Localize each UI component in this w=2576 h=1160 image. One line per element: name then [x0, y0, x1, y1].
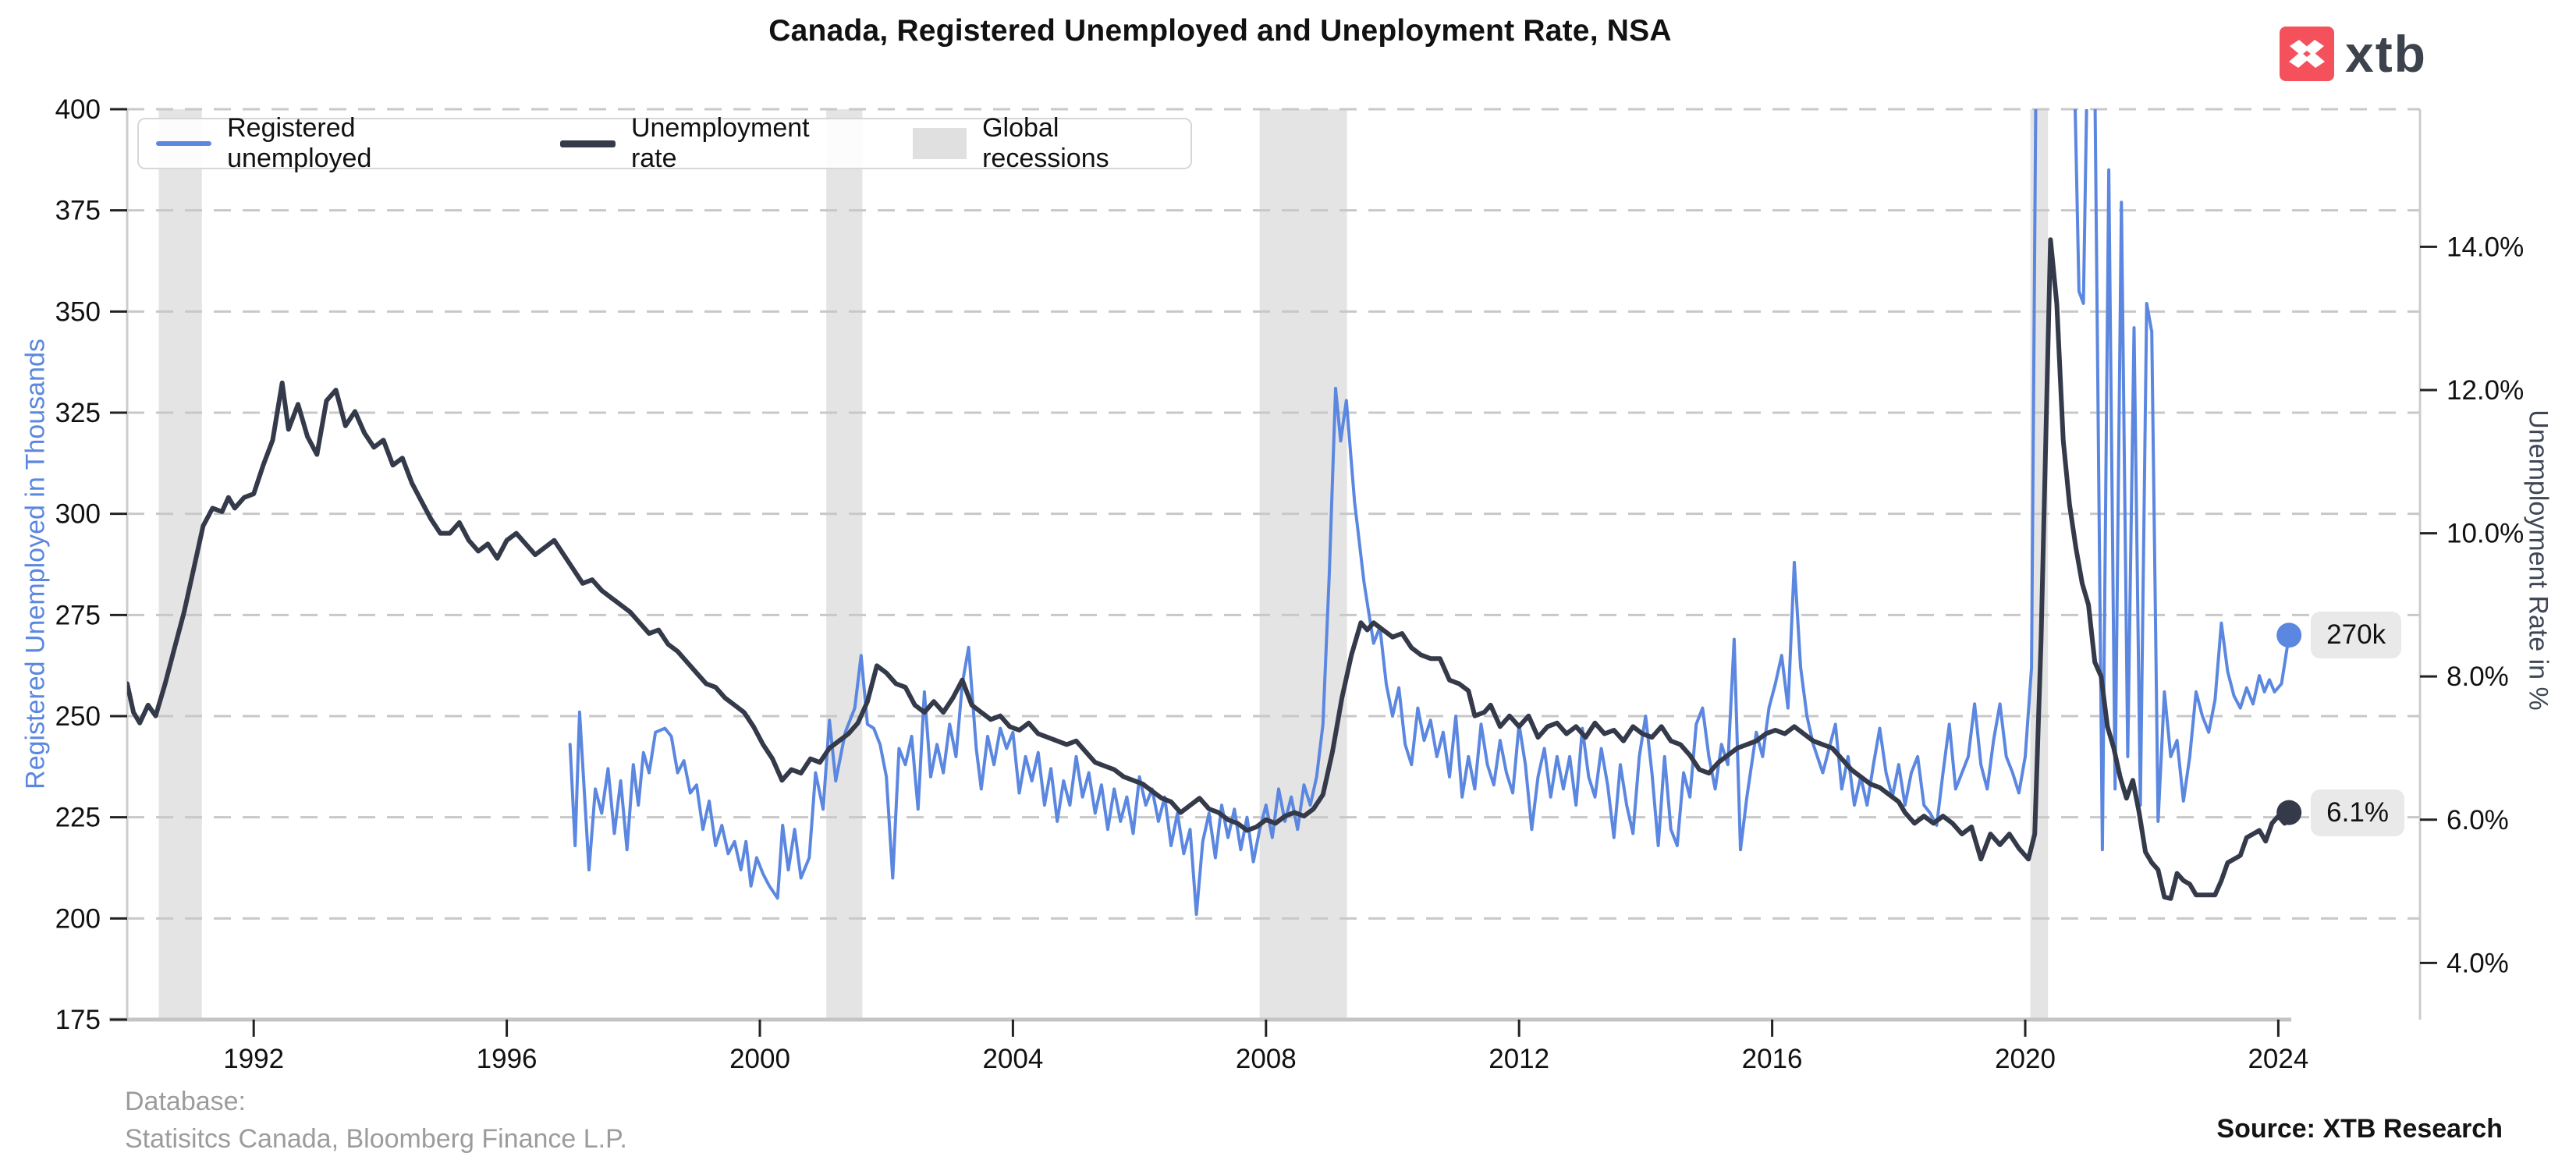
left-tick-label: 400 [55, 94, 101, 125]
right-tick-label: 14.0% [2446, 232, 2524, 262]
x-tick-label: 1996 [477, 1044, 538, 1074]
unemployment-rate-line [127, 237, 2292, 901]
x-tick-label: 1992 [223, 1044, 284, 1074]
legend-label: Unemployment rate [630, 113, 810, 173]
legend-item-global-recessions: Global recessions [912, 113, 1190, 174]
right-tick-label: 8.0% [2446, 662, 2509, 692]
left-tick-label: 175 [55, 1005, 101, 1035]
annotation-unemployment-rate: 6.1% [2311, 789, 2404, 836]
x-tick-label: 2016 [1742, 1044, 1803, 1074]
database-note: Database: Statisitcs Canada, Bloomberg F… [125, 1083, 627, 1158]
global-recessions-swatch-icon [912, 128, 967, 159]
left-tick-label: 325 [55, 398, 101, 428]
legend-label: Global recessions [982, 113, 1109, 173]
chart-legend: Registered unemployed Unemployment rate … [137, 113, 1192, 173]
right-tick-label: 10.0% [2446, 519, 2524, 549]
page-title: Canada, Registered Unemployed and Uneplo… [768, 14, 1672, 48]
x-tick-label: 2004 [982, 1044, 1043, 1074]
source-note: Source: XTB Research [2216, 1114, 2503, 1144]
x-tick-label: 2024 [2248, 1044, 2308, 1074]
left-tick-label: 300 [55, 499, 101, 530]
left-tick-label: 225 [55, 803, 101, 833]
database-note-line1: Database: [125, 1087, 246, 1116]
x-tick-label: 2000 [729, 1044, 790, 1074]
recession-band [1259, 109, 1347, 1020]
registered-unemployed-swatch-icon [156, 141, 212, 146]
annotation-registered-unemployed: 270k [2311, 612, 2402, 659]
xtb-logo-icon [2280, 27, 2334, 81]
legend-item-registered-unemployed: Registered unemployed [156, 113, 504, 174]
legend-label: Registered unemployed [227, 113, 372, 173]
unemployment-rate-swatch-icon [559, 140, 616, 147]
database-note-line2: Statisitcs Canada, Bloomberg Finance L.P… [125, 1124, 627, 1154]
unemployment-rate-end-dot [2276, 800, 2302, 825]
left-tick-label: 275 [55, 600, 101, 630]
xtb-logo: xtb [2280, 27, 2427, 81]
right-tick-label: 6.0% [2446, 805, 2509, 835]
left-tick-label: 250 [55, 701, 101, 732]
x-tick-label: 2008 [1236, 1044, 1297, 1074]
right-axis-title: Unemployment Rate in % [2523, 410, 2553, 711]
legend-item-unemployment-rate: Unemployment rate [559, 113, 860, 174]
left-tick-label: 350 [55, 296, 101, 327]
left-tick-label: 200 [55, 903, 101, 934]
right-tick-label: 4.0% [2446, 948, 2509, 978]
recession-band [826, 109, 863, 1020]
right-tick-label: 12.0% [2446, 375, 2524, 406]
xtb-logo-text: xtb [2345, 25, 2427, 83]
registered-unemployed-line [568, 109, 2291, 917]
left-axis-title: Registered Unemployed in Thousands [20, 339, 51, 789]
x-tick-label: 2020 [1995, 1044, 2056, 1074]
left-tick-label: 375 [55, 196, 101, 226]
registered-unemployed-end-dot [2276, 623, 2302, 648]
x-tick-label: 2012 [1488, 1044, 1549, 1074]
